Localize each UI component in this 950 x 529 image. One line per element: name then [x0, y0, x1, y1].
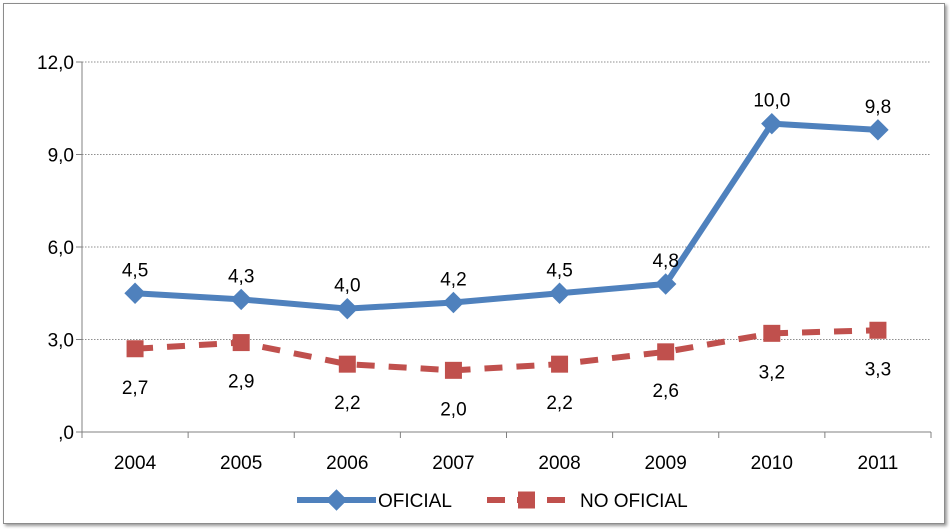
series-point-no-oficial	[869, 321, 887, 339]
y-tick-label: 9,0	[48, 146, 74, 167]
series-point-oficial	[230, 288, 252, 311]
data-label: 4,5	[122, 260, 148, 281]
data-label: 4,2	[440, 270, 466, 291]
y-tick-label: 12,0	[37, 53, 74, 74]
series-line-no-oficial	[134, 327, 879, 374]
series-point-no-oficial	[338, 355, 356, 373]
series-point-oficial	[867, 119, 889, 141]
data-label: 2,9	[228, 372, 254, 393]
x-tick-label: 2010	[751, 453, 793, 474]
series-point-oficial	[548, 282, 571, 304]
x-tick-label: 2009	[645, 453, 687, 474]
series-point-oficial	[442, 291, 465, 314]
data-label: 4,5	[546, 260, 572, 281]
series-point-oficial	[336, 297, 359, 320]
data-label: 2,6	[652, 381, 678, 402]
data-label: 4,3	[228, 266, 254, 287]
series-point-no-oficial	[232, 334, 250, 352]
series-line-oficial	[132, 120, 881, 312]
data-label: 2,7	[122, 378, 148, 399]
x-tick-label: 2008	[538, 453, 580, 474]
series-point-no-oficial	[763, 324, 781, 342]
series-point-no-oficial	[444, 361, 462, 379]
series-point-oficial	[124, 282, 146, 304]
data-label: 2,0	[440, 399, 466, 420]
x-tick-label: 2006	[326, 453, 368, 474]
data-label: 2,2	[546, 393, 572, 414]
series-point-oficial	[654, 273, 677, 295]
data-label: 4,0	[334, 276, 360, 297]
y-tick-label: 3,0	[48, 331, 74, 352]
legend-label: OFICIAL	[378, 491, 452, 512]
y-tick-label: ,0	[58, 423, 74, 444]
data-label: 10,0	[753, 91, 790, 112]
data-label: 2,2	[334, 393, 360, 414]
chart-frame: ,0 3,0 6,0 9,0 12,0 2004 2005 2006 2007 2008 2009 2…	[3, 3, 945, 524]
legend-swatch-marker	[325, 489, 348, 511]
legend-label: NO OFICIAL	[580, 491, 688, 512]
series-point-no-oficial	[126, 340, 144, 358]
x-tick-label: 2005	[220, 453, 262, 474]
data-label: 3,3	[865, 359, 891, 380]
data-label: 3,2	[759, 362, 785, 383]
x-tick-label: 2007	[432, 453, 474, 474]
series-point-oficial	[761, 112, 783, 135]
legend-swatch-marker	[518, 491, 535, 509]
series-point-no-oficial	[657, 343, 675, 361]
x-tick-label: 2004	[114, 453, 157, 474]
series-point-no-oficial	[551, 355, 569, 373]
x-tick-label: 2011	[858, 453, 899, 474]
y-tick-label: 6,0	[48, 238, 74, 259]
data-label: 9,8	[865, 97, 891, 118]
data-label: 4,8	[652, 251, 678, 272]
line-chart: ,0 3,0 6,0 9,0 12,0 2004 2005 2006 2007 2008 2009 2…	[37, 53, 932, 512]
